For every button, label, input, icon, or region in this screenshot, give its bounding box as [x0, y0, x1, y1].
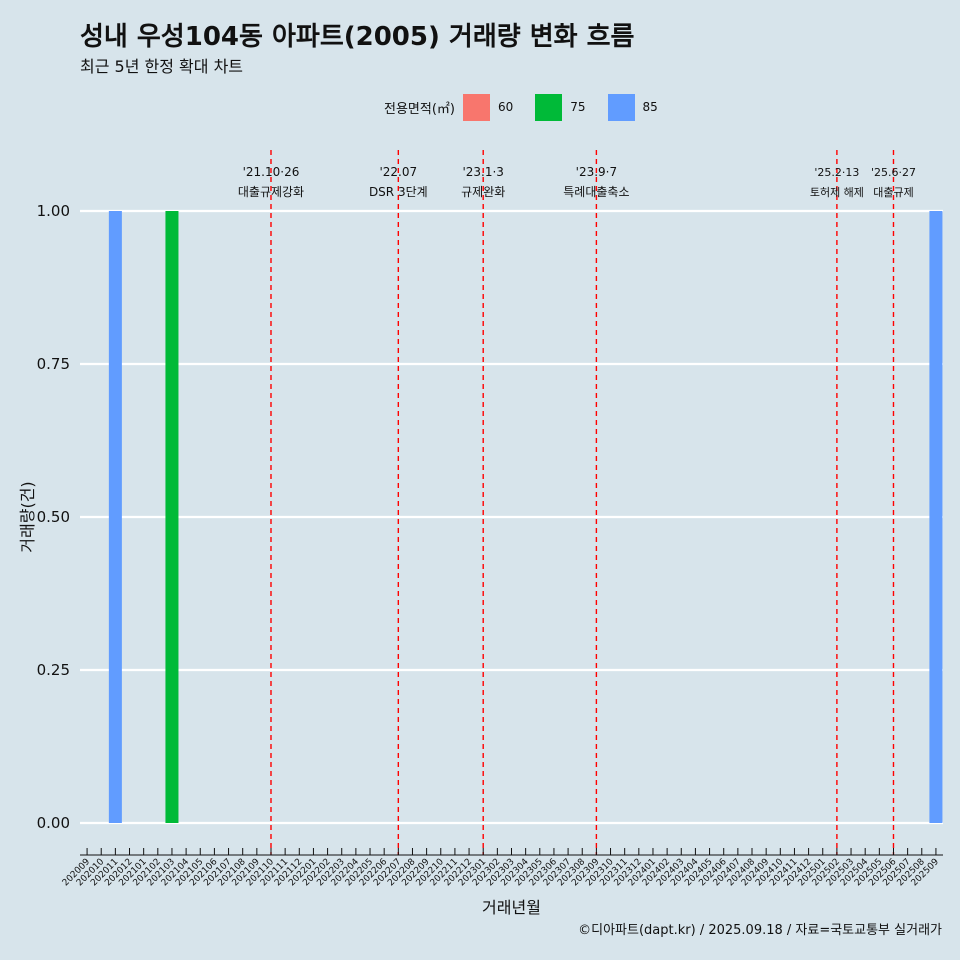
bar-85-202509	[929, 211, 943, 823]
legend-item-60: 60	[462, 93, 531, 121]
event-date-202502: '25.2·13	[814, 166, 859, 179]
caption: ©디아파트(dapt.kr) / 2025.09.18 / 자료=국토교통부 실…	[578, 923, 942, 938]
event-date-202506: '25.6·27	[871, 166, 916, 179]
chart-subtitle: 최근 5년 한정 확대 차트	[80, 57, 244, 76]
legend: 전용면적(㎡) 60 75 85	[384, 93, 680, 121]
event-date-202207: '22.07	[379, 165, 417, 179]
event-label-202110: 대출규제강화	[238, 185, 304, 199]
event-date-202301: '23.1·3	[462, 165, 503, 179]
legend-item-85: 85	[607, 93, 676, 121]
chart-title: 성내 우성104동 아파트(2005) 거래량 변화 흐름	[80, 22, 635, 52]
legend-label-85: 85	[642, 100, 658, 114]
y-tick-label: 1.00	[37, 202, 70, 220]
y-axis-title: 거래량(건)	[18, 481, 37, 552]
event-label-202506: 대출규제	[873, 186, 913, 199]
event-label-202309: 특례대출축소	[563, 185, 629, 199]
legend-label-75: 75	[570, 100, 586, 114]
bar-85-202011	[108, 211, 122, 823]
y-tick-label: 0.00	[37, 814, 70, 832]
y-tick-label: 0.50	[37, 508, 70, 526]
event-label-202207: DSR 3단계	[369, 185, 428, 199]
y-tick-label: 0.25	[37, 661, 70, 679]
bar-75-202103	[165, 211, 179, 823]
legend-key-75	[535, 93, 563, 121]
event-date-202309: '23.9·7	[576, 165, 617, 179]
event-label-202502: 토허제 해제	[810, 185, 864, 199]
legend-item-75: 75	[535, 93, 603, 121]
legend-key-85	[607, 93, 635, 121]
x-axis-title: 거래년월	[482, 898, 541, 917]
legend-title: 전용면적(㎡)	[384, 101, 455, 117]
y-tick-label: 0.75	[37, 355, 70, 373]
legend-label-60: 60	[497, 100, 514, 114]
legend-key-60	[462, 93, 490, 121]
event-label-202301: 규제완화	[461, 185, 505, 199]
event-date-202110: '21.10·26	[243, 165, 300, 179]
